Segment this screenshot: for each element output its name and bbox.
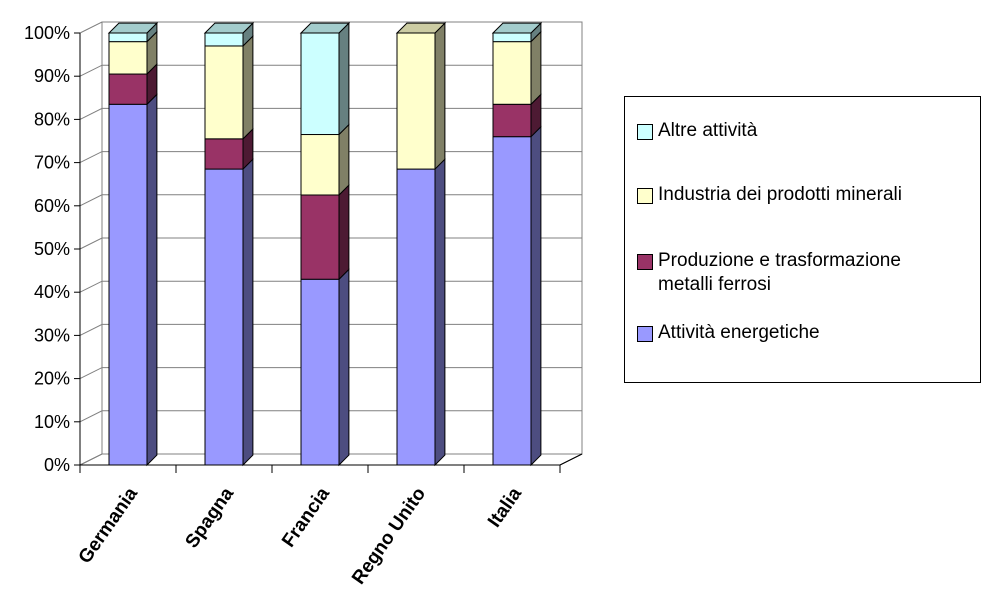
bar-segment xyxy=(300,183,350,281)
gridline xyxy=(79,21,582,34)
legend-swatch xyxy=(637,188,653,204)
bar-segment xyxy=(492,30,542,106)
legend-item-attivita-energetiche: Attività energetiche xyxy=(637,321,820,345)
bar-front xyxy=(492,103,532,138)
legend-swatch xyxy=(637,254,653,270)
legend: Altre attività Industria dei prodotti mi… xyxy=(624,96,981,383)
bar-front xyxy=(204,168,244,466)
legend-label: Altre attività xyxy=(658,120,758,141)
bar-top xyxy=(395,22,447,34)
bar-segment xyxy=(204,127,254,171)
y-tick-label: 100% xyxy=(24,23,70,43)
bar-front xyxy=(396,168,436,466)
x-tick-label: Italia xyxy=(484,483,526,531)
bar-segment xyxy=(108,62,158,106)
bar-side xyxy=(338,268,350,467)
bar-side xyxy=(242,34,254,141)
x-tick-label: Spagna xyxy=(182,483,239,552)
bar-front xyxy=(492,41,532,105)
bar-segment xyxy=(204,34,254,141)
legend-item-industria: Industria dei prodotti minerali xyxy=(637,183,902,207)
y-tick-label: 10% xyxy=(34,412,70,432)
bar-side xyxy=(434,21,446,171)
bar-top xyxy=(299,22,351,34)
bar-side xyxy=(338,21,350,136)
y-tick-label: 50% xyxy=(34,239,70,259)
bar-front xyxy=(108,41,148,75)
bar-top xyxy=(203,22,255,34)
y-tick-label: 20% xyxy=(34,369,70,389)
bar-segment xyxy=(492,93,542,138)
bar-side xyxy=(242,157,254,467)
y-tick-label: 70% xyxy=(34,153,70,173)
bar-front xyxy=(300,194,340,280)
y-tick-label: 80% xyxy=(34,109,70,129)
bar-top xyxy=(107,22,159,34)
x-tick-label: Regno Unito xyxy=(348,484,430,589)
y-tick-labels: 0% 10% 20% 30% 40% 50% 60% 70% 80% 90% 100% xyxy=(24,23,70,475)
bar-side xyxy=(434,157,446,467)
bar-side xyxy=(338,123,350,197)
legend-label: Industria dei prodotti minerali xyxy=(658,184,902,205)
legend-swatch xyxy=(637,124,653,140)
x-tick-label: Francia xyxy=(278,483,334,551)
bar-front xyxy=(108,32,148,43)
y-tick-label: 90% xyxy=(34,66,70,86)
legend-item-produzione: Produzione e trasformazione metalli ferr… xyxy=(637,249,901,297)
bars xyxy=(107,21,543,467)
x-tick-label: Germania xyxy=(75,483,143,567)
bar-front xyxy=(492,136,532,466)
bar-front xyxy=(300,32,340,136)
bar-segment xyxy=(300,123,350,197)
bar-front xyxy=(492,32,532,43)
y-tick-label: 0% xyxy=(44,455,70,475)
bar-front xyxy=(108,73,148,105)
bar-segment xyxy=(300,268,350,467)
bar-front xyxy=(300,278,340,466)
bar-segment xyxy=(204,157,254,467)
x-tick-labels: Germania Spagna Francia Regno Unito Italia xyxy=(75,483,527,588)
y-tick-label: 60% xyxy=(34,196,70,216)
y-tick-label: 30% xyxy=(34,325,70,345)
bar-front xyxy=(300,134,340,196)
bar-top xyxy=(491,22,543,34)
bar-front xyxy=(396,32,436,170)
bar-segment xyxy=(396,157,446,467)
bar-side xyxy=(530,30,542,106)
legend-label: Attività energetiche xyxy=(658,322,820,343)
x-axis-depth xyxy=(559,453,583,466)
bar-front xyxy=(204,32,244,47)
bar-front xyxy=(108,103,148,466)
bar-segment xyxy=(299,21,351,136)
bar-segment xyxy=(492,125,542,467)
bar-segment xyxy=(107,21,159,43)
bar-side xyxy=(146,93,158,467)
bar-front xyxy=(204,138,244,170)
bar-front xyxy=(204,45,244,140)
bar-segment xyxy=(491,21,543,43)
y-tick-label: 40% xyxy=(34,282,70,302)
bar-side xyxy=(338,183,350,281)
legend-swatch xyxy=(637,326,653,342)
bar-segment xyxy=(203,21,255,48)
bar-segment xyxy=(395,21,447,171)
bar-segment xyxy=(108,93,158,467)
legend-label: Produzione e trasformazione metalli ferr… xyxy=(658,250,901,295)
bar-side xyxy=(530,125,542,467)
legend-item-altre-attivita: Altre attività xyxy=(637,119,757,143)
